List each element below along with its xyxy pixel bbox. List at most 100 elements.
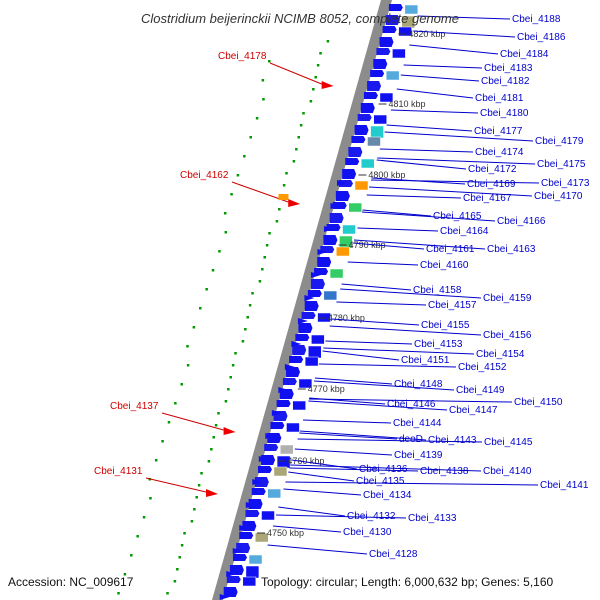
gc-dot — [142, 516, 146, 519]
highlighted-gene-label: Cbei_4162 — [180, 170, 229, 181]
gene-arrow — [278, 387, 289, 393]
label-connector — [413, 30, 516, 38]
gc-dot — [319, 52, 322, 55]
gene-label: Cbei_4138 — [420, 466, 469, 477]
gc-dot — [193, 508, 196, 511]
gene-arrow — [265, 433, 276, 439]
label-connector — [278, 506, 346, 517]
gc-dot — [248, 304, 252, 307]
gene-arrow — [360, 103, 375, 113]
gene-label: Cbei_4134 — [363, 490, 412, 501]
gc-dot — [297, 136, 300, 139]
gene-box — [311, 334, 325, 345]
gc-dot — [246, 316, 249, 319]
map-title: Clostridium beijerinckii NCIMB 8052, com… — [141, 11, 459, 26]
gene-arrow — [270, 422, 285, 429]
label-connector — [294, 448, 393, 456]
gc-dot — [136, 535, 139, 538]
gene-arrow — [329, 213, 344, 223]
gene-arrow — [351, 136, 366, 143]
gene-label: Cbei_4144 — [393, 418, 442, 429]
gene-label: Cbei_4156 — [483, 330, 532, 341]
label-connector — [353, 239, 486, 250]
gene-label: Cbei_4152 — [458, 362, 507, 373]
label-connector — [336, 301, 427, 306]
gene-arrow — [301, 312, 316, 319]
gene-arrow — [337, 180, 347, 186]
gene-label: Cbei_4157 — [428, 300, 477, 311]
highlighted-genes: Cbei_4178 Cbei_4162 Cbei_4137 Cbei_4131 — [94, 51, 334, 497]
label-connector — [276, 514, 407, 519]
gene-arrow — [257, 466, 272, 473]
gene-label: Cbei_4161 — [426, 244, 475, 255]
gene-box — [385, 70, 400, 81]
gene-arrow — [229, 565, 244, 575]
gc-dot — [263, 256, 266, 259]
label-connector — [409, 44, 499, 55]
highlight-marker — [288, 199, 301, 207]
gene-label: Cbei_4177 — [474, 126, 523, 137]
gene-arrow — [251, 488, 266, 495]
gene-arrow — [284, 364, 295, 370]
gc-dot — [302, 112, 305, 115]
accession-text: Accession: NC_009617 — [8, 575, 134, 589]
label-connector — [325, 340, 413, 345]
gc-dot — [278, 208, 281, 211]
gene-label: Cbei_4163 — [487, 244, 536, 255]
gene-box — [373, 114, 387, 125]
gene-label: Cbei_4164 — [440, 226, 489, 237]
kbp-label: 4810 kbp — [389, 99, 426, 109]
gene-label: Cbei_4180 — [480, 108, 529, 119]
gene-box — [279, 444, 294, 455]
gc-dot — [178, 556, 181, 559]
gene-track — [219, 4, 419, 600]
gene-arrow — [388, 4, 403, 11]
gc-dot — [174, 402, 177, 405]
gene-arrow — [271, 410, 282, 416]
highlight-marker — [206, 489, 219, 497]
gene-arrow — [248, 499, 263, 509]
label-connector — [314, 380, 455, 391]
gene-arrow — [242, 521, 257, 531]
label-connector — [390, 109, 479, 114]
gene-label: Cbei_4184 — [500, 49, 549, 60]
gene-arrow — [370, 70, 385, 77]
gene-label: Cbei_4153 — [414, 339, 463, 350]
gene-arrow — [286, 367, 301, 377]
gene-arrow — [342, 169, 357, 179]
gc-dot — [316, 64, 320, 67]
gc-dot — [262, 98, 265, 101]
gene-label: Cbei_4174 — [475, 147, 524, 158]
gene-arrow — [239, 525, 250, 531]
gc-dot — [205, 288, 208, 291]
gc-dot — [255, 117, 259, 120]
highlight-connector — [145, 477, 207, 493]
gene-arrow — [291, 341, 302, 347]
highlighted-gene-label: Cbei_4131 — [94, 466, 143, 477]
label-connector — [308, 398, 513, 403]
kbp-label: 4820 kbp — [408, 29, 445, 39]
gene-box — [248, 554, 263, 565]
label-connector — [314, 377, 393, 385]
gene-label: Cbei_4167 — [463, 193, 512, 204]
gene-label: Cbei_4183 — [484, 63, 533, 74]
gene-box — [336, 246, 350, 257]
gene-arrow — [330, 203, 341, 209]
gene-label: Cbei_4133 — [408, 513, 457, 524]
gc-dot — [190, 520, 194, 523]
gc-dot — [183, 532, 186, 535]
gc-dot — [173, 580, 177, 583]
gene-box — [348, 202, 363, 213]
gene-arrow — [310, 279, 325, 289]
gene-arrow — [367, 81, 382, 91]
label-lines — [267, 15, 540, 555]
label-connector — [353, 242, 425, 250]
gene-arrow — [304, 295, 315, 301]
label-connector — [272, 525, 342, 533]
gc-dot — [292, 160, 296, 163]
gc-dot — [200, 472, 203, 475]
gene-box — [404, 4, 419, 15]
label-connector — [377, 157, 536, 165]
gene-label: Cbei_4159 — [483, 293, 532, 304]
